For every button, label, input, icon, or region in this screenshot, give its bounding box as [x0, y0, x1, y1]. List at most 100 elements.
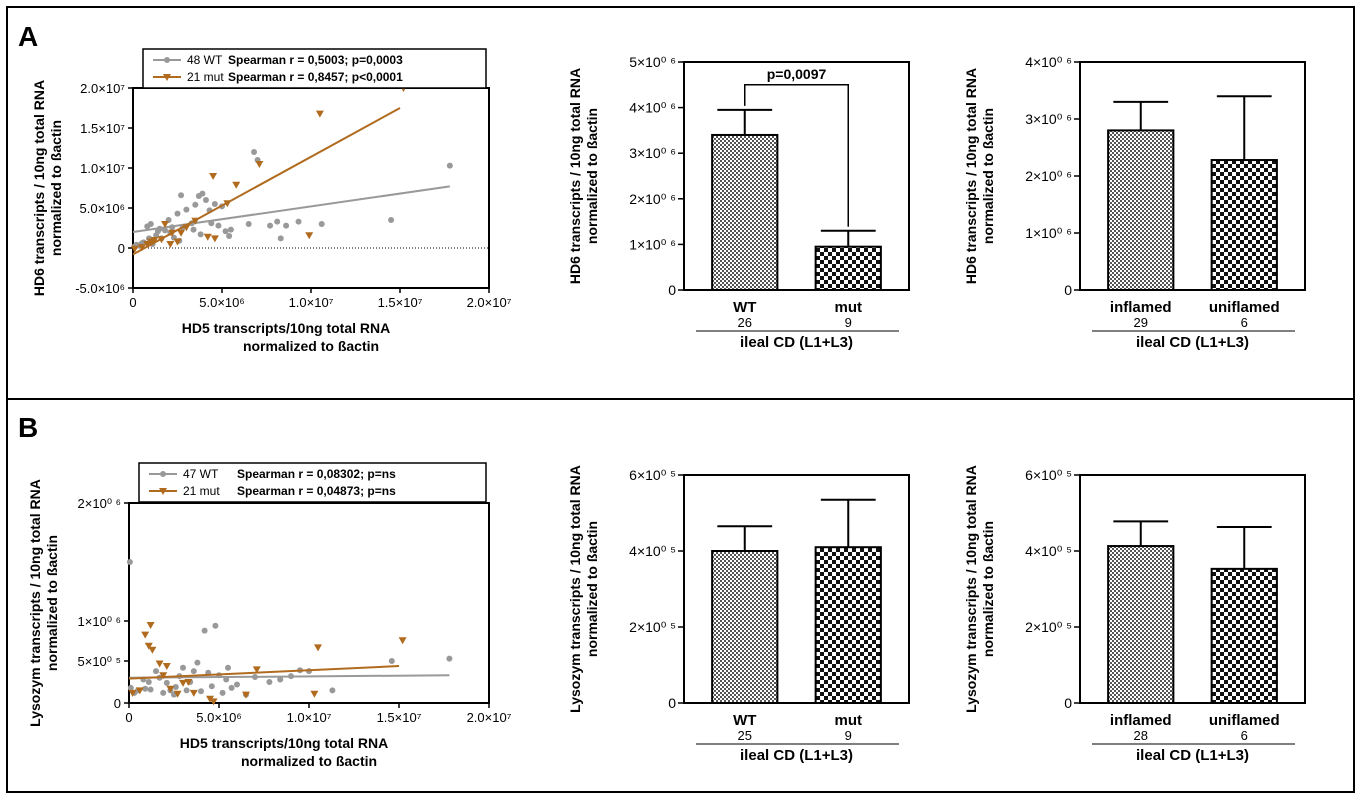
data-point-mut — [159, 672, 168, 680]
bar-mut — [814, 245, 882, 291]
y-axis-label-line: Lysozym transcripts / 10ng total RNA — [27, 479, 43, 727]
data-point-mut — [137, 244, 146, 252]
y-axis-label-line: HD6 transcripts / 10ng total RNA — [567, 68, 583, 284]
y-axis-label-line: normalized to ßactin — [584, 521, 600, 657]
data-point-mut — [209, 173, 218, 180]
legend-marker-mut — [159, 488, 167, 495]
category-label: mut — [835, 712, 863, 729]
category-label: mut — [835, 299, 863, 316]
x-axis-label: HD5 transcripts/10ng total RNA normalized… — [182, 320, 390, 354]
data-point-mut — [191, 217, 200, 225]
y-tick-label: 0 — [1064, 695, 1072, 711]
x-tick-label: 1.5×10⁷ — [378, 295, 423, 310]
x-tick-label: 0 — [125, 710, 132, 725]
y-axis-label-line: Lysozym transcripts / 10ng total RNA — [567, 465, 583, 713]
significance-label: p=0,0097 — [767, 66, 827, 82]
data-point-wt — [212, 622, 219, 629]
y-tick-label: 0 — [118, 241, 125, 256]
data-point-wt — [215, 222, 222, 229]
data-point-wt — [183, 206, 190, 213]
x-axis-label-line: normalized to ßactin — [241, 753, 377, 769]
data-point-wt — [126, 559, 133, 565]
bar-mut — [814, 546, 882, 705]
data-point-wt — [199, 190, 206, 197]
data-point-wt — [234, 681, 240, 688]
data-point-wt — [169, 224, 176, 231]
group-label: ileal CD (L1+L3) — [740, 334, 853, 351]
data-point-wt — [190, 226, 197, 233]
data-point-wt — [153, 668, 159, 675]
y-tick-label: -5.0×10⁶ — [75, 281, 125, 296]
y-tick-label: 2×10⁰ ⁶ — [629, 191, 676, 207]
x-axis-label-line: normalized to ßactin — [243, 338, 379, 354]
y-tick-label: 2×10⁰ ⁵ — [629, 619, 676, 635]
data-point-wt — [225, 664, 231, 671]
count-label: 25 — [738, 728, 752, 743]
data-point-wt — [267, 222, 274, 229]
y-tick-label: 2×10⁰ ⁶ — [78, 496, 121, 511]
data-point-mut — [130, 245, 139, 253]
data-point-wt — [226, 233, 233, 239]
legend-marker-wt — [164, 57, 170, 63]
y-tick-label: 4×10⁰ ⁵ — [1025, 543, 1072, 559]
data-point-wt — [283, 222, 290, 229]
data-point-wt — [227, 226, 234, 233]
y-axis-label-line: normalized to ßactin — [48, 120, 64, 256]
data-point-wt — [127, 684, 134, 691]
x-tick-label: 2.0×10⁷ — [467, 295, 512, 310]
data-point-wt — [142, 685, 149, 692]
data-point-mut — [148, 646, 157, 654]
data-point-mut — [141, 631, 150, 639]
data-point-mut — [173, 690, 182, 698]
data-point-wt — [446, 655, 453, 662]
x-axis-label-line: HD5 transcripts/10ng total RNA — [180, 735, 388, 751]
data-point-wt — [288, 673, 294, 680]
y-axis-label: HD6 transcripts / 10ng total RNAnormaliz… — [567, 68, 600, 284]
count-label: 6 — [1241, 315, 1248, 330]
x-tick-label: 1.0×10⁷ — [287, 710, 332, 725]
data-point-wt — [183, 687, 190, 694]
y-tick-label: 0 — [668, 282, 676, 298]
data-point-mut — [314, 644, 322, 652]
data-point-mut — [315, 110, 324, 118]
y-axis-label-line: normalized to ßactin — [980, 521, 996, 657]
bar-WT — [711, 133, 779, 291]
y-tick-label: 5.0×10⁶ — [80, 201, 125, 216]
legend-series-name: 47 WT — [183, 467, 219, 481]
y-tick-label: 6×10⁰ ⁵ — [629, 467, 676, 483]
y-tick-label: 5×10⁰ ⁶ — [629, 54, 676, 70]
data-point-wt — [388, 658, 395, 664]
legend-box — [142, 48, 487, 89]
bar-uniflamed — [1210, 567, 1278, 704]
data-point-mut — [166, 241, 175, 248]
y-tick-label: 3×10⁰ ⁶ — [1025, 111, 1072, 127]
fit-line-mut — [128, 665, 400, 680]
y-tick-label: 1×10⁰ ⁶ — [629, 236, 676, 252]
data-point-mut — [305, 232, 314, 240]
x-tick-label: 1.5×10⁷ — [377, 710, 422, 725]
data-point-wt — [219, 689, 226, 696]
data-point-wt — [208, 683, 215, 690]
y-tick-label: 1.0×10⁷ — [80, 161, 125, 176]
data-point-mut — [184, 679, 193, 686]
plot-frame — [683, 474, 910, 704]
data-point-mut — [232, 181, 241, 189]
y-tick-label: 2.0×10⁷ — [80, 81, 125, 96]
data-point-wt — [295, 218, 302, 225]
data-point-mut — [206, 695, 214, 703]
y-axis-label: Lysozym transcripts / 10ng total RNAnorm… — [963, 465, 996, 713]
legend-series-stat: Spearman r = 0,5003; p=0,0003 — [228, 53, 403, 67]
y-axis-label: Lysozym transcripts / 10ng total RNAnorm… — [567, 465, 600, 713]
data-point-wt — [160, 689, 167, 696]
y-tick-label: 1.5×10⁷ — [80, 121, 125, 136]
data-point-wt — [192, 201, 199, 208]
legend-series-stat: Spearman r = 0,8457; p<0,0001 — [228, 70, 403, 84]
group-label: ileal CD (L1+L3) — [740, 747, 853, 764]
y-tick-label: 2×10⁰ ⁶ — [1025, 168, 1072, 184]
y-tick-label: 6×10⁰ ⁵ — [1025, 467, 1072, 483]
category-label: inflamed — [1110, 299, 1172, 316]
category-label: uniflamed — [1209, 299, 1280, 316]
legend-series-name: 21 mut — [187, 70, 224, 84]
legend-series-stat: Spearman r = 0,08302; p=ns — [237, 467, 396, 481]
